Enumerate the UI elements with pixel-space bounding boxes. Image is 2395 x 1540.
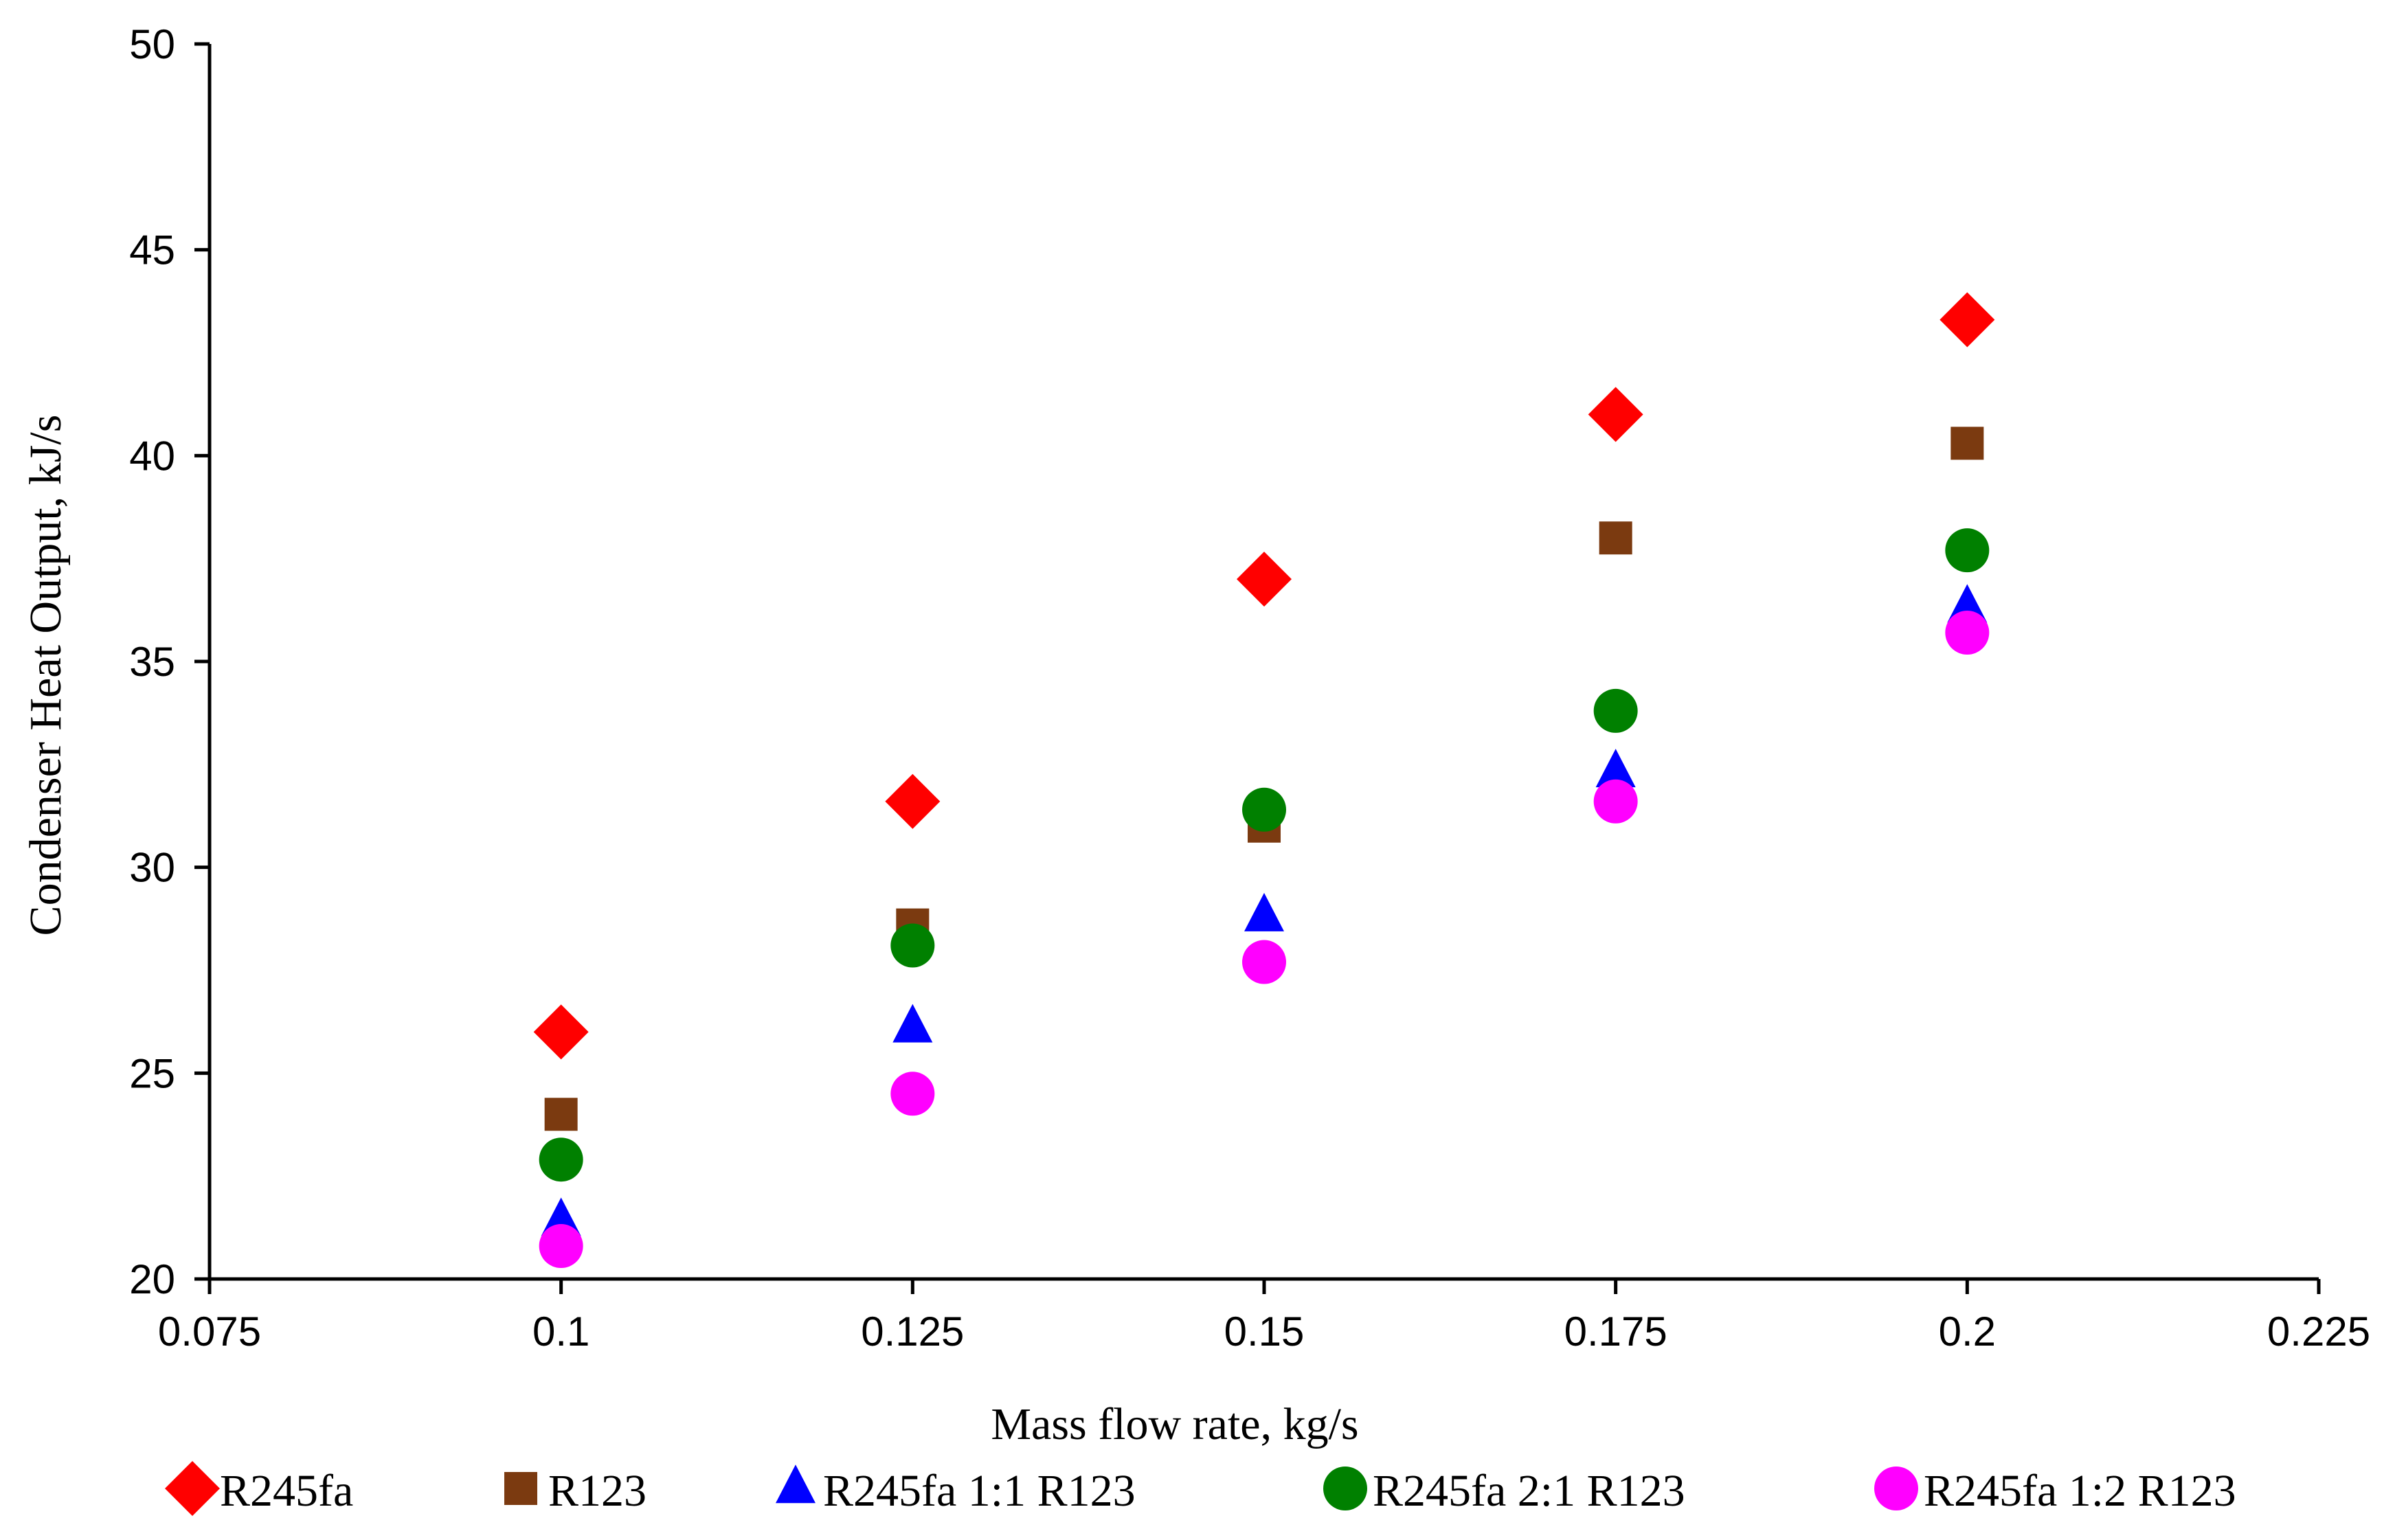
legend-item: R245fa 1:2 R123 xyxy=(1874,1466,2236,1516)
data-points xyxy=(533,292,1995,1269)
data-point xyxy=(1950,427,1984,460)
data-point xyxy=(1947,584,1988,623)
legend-label: R245fa 1:1 R123 xyxy=(823,1466,1136,1516)
data-point xyxy=(1588,387,1643,442)
data-point xyxy=(533,1004,589,1060)
legend-item: R245fa xyxy=(165,1461,353,1516)
series-5 xyxy=(539,611,1990,1269)
x-tick-label: 0.2 xyxy=(1939,1309,1996,1355)
data-point xyxy=(892,1004,933,1043)
data-point xyxy=(1939,292,1995,348)
legend-item: R123 xyxy=(504,1466,646,1516)
y-axis-title: Condenser Heat Output, kJ/s xyxy=(21,415,71,936)
legend-label: R245fa 1:2 R123 xyxy=(1924,1466,2236,1516)
data-point xyxy=(539,1224,583,1269)
x-tick-label: 0.175 xyxy=(1564,1309,1667,1355)
x-tick-label: 0.125 xyxy=(861,1309,964,1355)
series-2 xyxy=(544,427,1984,1131)
legend-label: R245fa 2:1 R123 xyxy=(1373,1466,1685,1516)
series-1 xyxy=(533,292,1995,1060)
data-point xyxy=(541,1197,581,1236)
data-point xyxy=(890,1072,935,1116)
y-tick-label: 20 xyxy=(129,1256,175,1302)
x-tick-label: 0.1 xyxy=(532,1309,589,1355)
legend-marker xyxy=(504,1472,537,1505)
legend-marker xyxy=(1874,1467,1918,1510)
legend-label: R123 xyxy=(548,1466,646,1516)
legend-marker xyxy=(776,1464,816,1504)
x-axis-title: Mass flow rate, kg/s xyxy=(991,1399,1358,1449)
x-tick-label: 0.225 xyxy=(2267,1309,2370,1355)
axes xyxy=(207,44,2319,1281)
x-ticks: 0.075 0.1 0.125 0.15 0.175 0.2 0.225 xyxy=(158,1279,2370,1355)
y-tick-label: 25 xyxy=(129,1050,175,1096)
y-tick-label: 40 xyxy=(129,433,175,479)
data-point xyxy=(544,1098,578,1131)
legend-item: R245fa 1:1 R123 xyxy=(776,1464,1136,1516)
x-tick-label: 0.15 xyxy=(1224,1309,1305,1355)
y-tick-label: 45 xyxy=(129,227,175,273)
data-point xyxy=(885,773,941,829)
y-tick-label: 50 xyxy=(129,21,175,67)
data-point xyxy=(1945,611,1990,655)
legend-label: R245fa xyxy=(220,1466,353,1516)
data-point xyxy=(1595,749,1636,788)
data-point xyxy=(1242,940,1286,984)
data-point xyxy=(1244,892,1284,931)
data-point xyxy=(1242,787,1286,832)
legend-marker xyxy=(1323,1467,1367,1510)
data-point xyxy=(1599,521,1632,555)
series-3 xyxy=(541,584,1988,1236)
data-point xyxy=(1237,552,1292,607)
series-4 xyxy=(539,528,1990,1182)
y-tick-label: 30 xyxy=(129,845,175,891)
data-point xyxy=(1593,779,1638,824)
y-ticks: 20 25 30 35 40 45 50 xyxy=(129,21,210,1302)
data-point xyxy=(1945,528,1990,573)
data-point xyxy=(539,1137,583,1182)
legend-item: R245fa 2:1 R123 xyxy=(1323,1466,1685,1516)
legend-marker xyxy=(165,1461,220,1516)
data-point xyxy=(890,923,935,968)
x-tick-label: 0.075 xyxy=(158,1309,261,1355)
legend: R245fa R123 R245fa 1:1 R123 R245fa 2:1 R123… xyxy=(165,1461,2236,1516)
data-point xyxy=(1593,688,1638,733)
y-tick-label: 35 xyxy=(129,639,175,685)
